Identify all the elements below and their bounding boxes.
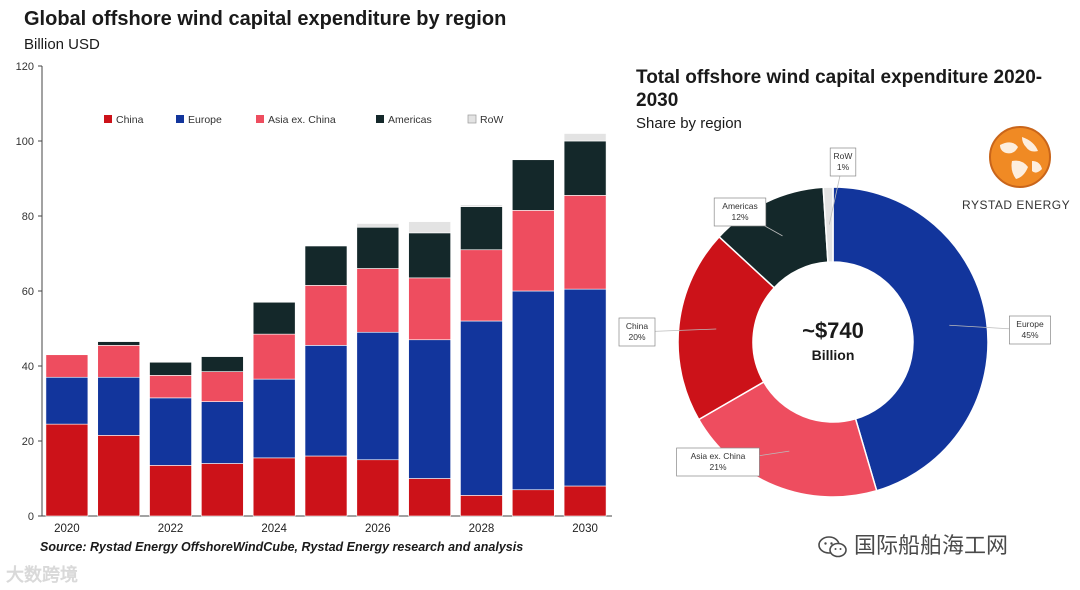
y-tick-label: 20 [22, 436, 34, 448]
bar-asia-ex-china-2023 [201, 371, 244, 402]
bar-americas-2022 [149, 361, 192, 376]
slice-china [677, 235, 776, 421]
bar-asia-ex-china-2024 [252, 333, 296, 380]
label-box-americas [713, 197, 767, 227]
bar-china-2025 [304, 455, 348, 517]
slice-label-row: RoW 1% [834, 151, 853, 172]
donut-chart: Europe 45% Asia ex. China 21% China 20% Americ… [618, 147, 1051, 498]
center-label: Billion [812, 347, 855, 363]
legend-label-row: RoW [480, 114, 503, 126]
bar-americas-2030 [563, 140, 607, 196]
y-tick-label: 60 [22, 286, 34, 298]
slice-label-americas: Americas 12% [722, 201, 757, 222]
bar-row-2028 [460, 204, 503, 207]
bar-china-2027 [408, 478, 451, 517]
slice-label-europe: Europe 45% [1016, 319, 1044, 340]
bar-china-2020 [45, 423, 89, 517]
center-value: ~$740 [802, 318, 864, 343]
watermark-right-text: 国际船舶海工网 [854, 533, 1009, 558]
bar-europe-2021 [97, 376, 141, 436]
bar-asia-ex-china-2027 [408, 277, 451, 341]
legend-swatch-asia-ex-china [256, 115, 264, 123]
bar-row-2030 [563, 133, 607, 142]
bar-americas-2027 [408, 232, 451, 279]
x-tick-label: 2030 [572, 523, 598, 535]
legend-label-china: China [116, 114, 144, 126]
label-box-europe [1009, 315, 1051, 345]
wechat-icon [818, 536, 847, 558]
legend-swatch-china [104, 115, 112, 123]
label-box-asia-ex-china [676, 447, 760, 477]
bar-americas-2029 [511, 159, 555, 211]
bar-americas-2028 [460, 206, 503, 251]
bar-europe-2030 [563, 288, 607, 487]
bar-china-2024 [252, 457, 296, 517]
y-tick-label: 80 [22, 211, 34, 223]
bar-asia-ex-china-2020 [45, 354, 89, 378]
bar-chart-subtitle: Billion USD [24, 36, 100, 53]
y-tick-label: 40 [22, 361, 34, 373]
x-tick-label: 2028 [469, 523, 495, 535]
bar-americas-2024 [252, 301, 296, 335]
bar-europe-2028 [460, 320, 503, 496]
rystad-globe-icon [989, 126, 1051, 188]
legend-swatch-americas [376, 115, 384, 123]
x-tick-label: 2026 [365, 523, 391, 535]
bar-row-2027 [408, 221, 451, 234]
x-tick-label: 2024 [261, 523, 287, 535]
bar-asia-ex-china-2030 [563, 195, 607, 290]
slice-europe [832, 186, 989, 492]
legend-swatch-europe [176, 115, 184, 123]
legend-label-asia-ex-china: Asia ex. China [268, 114, 336, 126]
y-tick-label: 120 [16, 61, 34, 73]
bar-asia-ex-china-2021 [97, 345, 141, 378]
bar-americas-2025 [304, 245, 348, 286]
rystad-logo [970, 125, 1070, 194]
bar-china-2022 [149, 465, 192, 517]
label-box-row [829, 147, 857, 177]
bar-europe-2022 [149, 397, 192, 466]
slice-label-china: China 20% [626, 321, 648, 342]
pie-chart-subtitle: Share by region [636, 115, 742, 132]
bar-americas-2023 [201, 356, 244, 372]
logo-text: RYSTAD ENERGY [962, 198, 1071, 212]
x-tick-label: 2022 [158, 523, 184, 535]
slice-row [822, 186, 834, 263]
legend-label-americas: Americas [388, 114, 432, 126]
bar-row-2026 [356, 223, 400, 228]
x-tick-label: 2020 [54, 523, 80, 535]
legend-label-europe: Europe [188, 114, 222, 126]
pie-chart-title: Total offshore wind capital expenditure … [636, 67, 1043, 111]
label-box-china [618, 317, 656, 347]
bar-europe-2025 [304, 345, 348, 457]
y-tick-label: 100 [16, 136, 34, 148]
bar-asia-ex-china-2026 [356, 268, 400, 333]
bar-americas-2026 [356, 226, 400, 269]
bar-chart: 0 20 40 60 80 100 120 2020 2022 2024 2026 2028 2030 C… [16, 61, 612, 535]
bar-chart-title: Global offshore wind capital expenditure… [24, 8, 507, 30]
bar-europe-2024 [252, 378, 296, 459]
source-note: Source: Rystad Energy OffshoreWindCube, … [40, 540, 524, 554]
bar-europe-2027 [408, 339, 451, 479]
watermark-right: 国际船舶海工网 [818, 528, 1008, 560]
bar-asia-ex-china-2028 [460, 249, 503, 322]
slice-label-asia-ex-china: Asia ex. China 21% [691, 451, 746, 472]
bar-europe-2026 [356, 331, 400, 461]
watermark-left: 大数跨境 [6, 565, 78, 585]
bar-china-2023 [201, 463, 244, 517]
bar-asia-ex-china-2025 [304, 285, 348, 346]
y-tick-label: 0 [28, 511, 34, 523]
bar-europe-2020 [45, 376, 89, 425]
bar-americas-2021 [97, 341, 141, 346]
legend-swatch-row [467, 114, 477, 124]
bar-china-2021 [97, 435, 141, 517]
bar-europe-2023 [201, 401, 244, 464]
